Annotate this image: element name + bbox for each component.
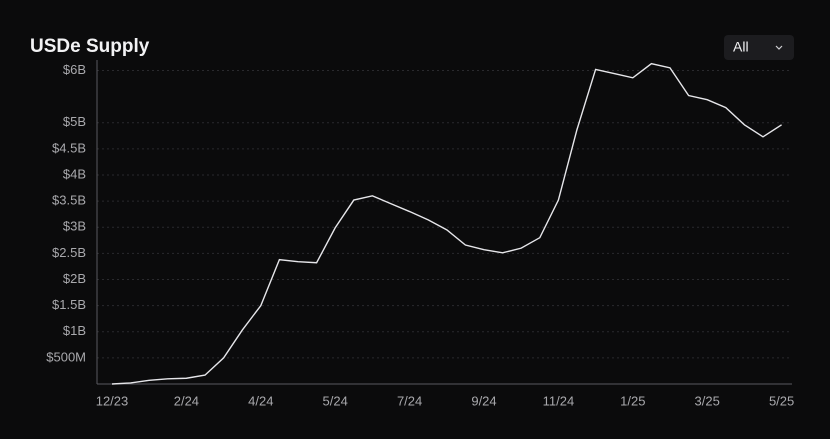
y-tick-label: $5B (63, 114, 86, 129)
x-tick-label: 1/25 (620, 393, 645, 408)
x-tick-label: 5/24 (323, 393, 348, 408)
y-tick-label: $4B (63, 166, 86, 181)
dropdown-chevron (775, 45, 783, 50)
x-tick-label: 4/24 (248, 393, 273, 408)
chart-title: USDe Supply (30, 36, 150, 57)
x-tick-label: 9/24 (471, 393, 496, 408)
x-tick-label: 2/24 (174, 393, 199, 408)
x-tick-label: 5/25 (769, 393, 794, 408)
dropdown-label[interactable]: All (733, 39, 749, 55)
y-tick-label: $2.5B (52, 245, 86, 260)
y-tick-label: $4.5B (52, 140, 86, 155)
y-tick-label: $1B (63, 323, 86, 338)
y-tick-label: $6B (63, 62, 86, 77)
dropdown-box[interactable] (724, 35, 794, 60)
filter-dropdown[interactable]: All (724, 35, 794, 60)
x-tick-label: 12/23 (96, 393, 129, 408)
x-tick-label: 3/25 (695, 393, 720, 408)
y-tick-label: $3B (63, 219, 86, 234)
x-tick-label: 7/24 (397, 393, 422, 408)
y-tick-label: $1.5B (52, 297, 86, 312)
line (111, 62, 782, 385)
y-tick-label: $500M (46, 349, 86, 364)
y-tick-label: $2B (63, 271, 86, 286)
y-tick-label: $3.5B (52, 193, 86, 208)
x-tick-label: 11/24 (543, 393, 575, 408)
